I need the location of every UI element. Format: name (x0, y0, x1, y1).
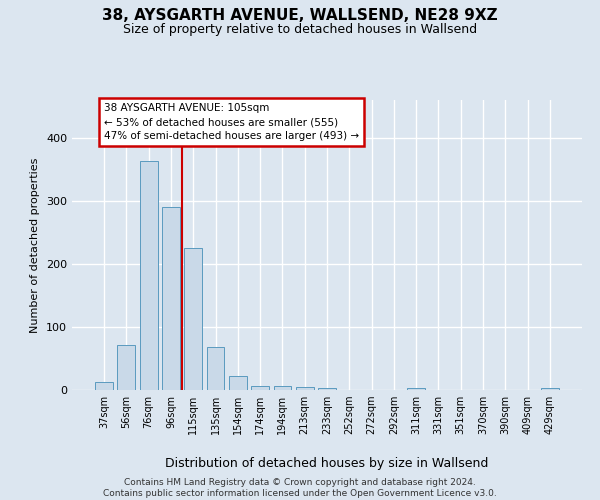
Bar (162, 207, 180, 390)
Text: Distribution of detached houses by size in Wallsend: Distribution of detached houses by size … (166, 458, 488, 470)
Bar (229, 376, 247, 390)
Bar (140, 161, 158, 390)
Bar (274, 386, 292, 390)
Text: Size of property relative to detached houses in Wallsend: Size of property relative to detached ho… (123, 22, 477, 36)
Text: 38 AYSGARTH AVENUE: 105sqm
← 53% of detached houses are smaller (555)
47% of sem: 38 AYSGARTH AVENUE: 105sqm ← 53% of deta… (104, 103, 359, 141)
Bar (541, 388, 559, 390)
Bar (407, 388, 425, 390)
Bar (251, 386, 269, 390)
Bar (296, 387, 314, 390)
Bar (318, 388, 336, 390)
Bar (184, 248, 202, 390)
Text: Contains HM Land Registry data © Crown copyright and database right 2024.
Contai: Contains HM Land Registry data © Crown c… (103, 478, 497, 498)
Bar (206, 347, 224, 390)
Bar (95, 382, 113, 390)
Y-axis label: Number of detached properties: Number of detached properties (31, 158, 40, 332)
Bar (118, 344, 136, 390)
Text: 38, AYSGARTH AVENUE, WALLSEND, NE28 9XZ: 38, AYSGARTH AVENUE, WALLSEND, NE28 9XZ (102, 8, 498, 22)
